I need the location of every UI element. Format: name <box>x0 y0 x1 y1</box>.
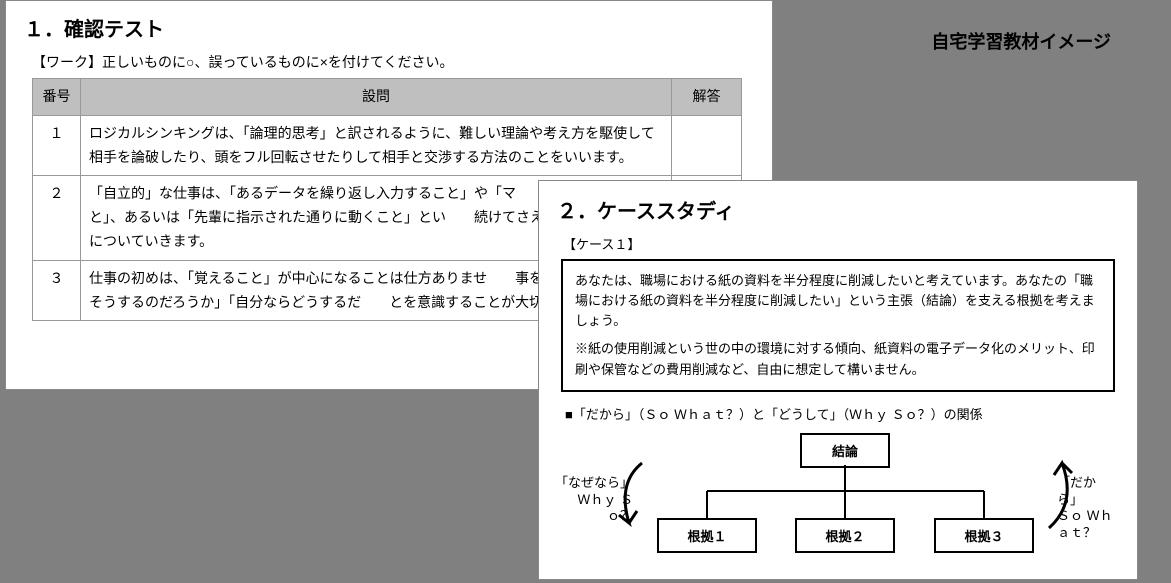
right-arrow-text: 「だから」 Ｓｏ Ｗｈａｔ？ <box>1057 475 1119 543</box>
row-answer[interactable] <box>672 115 742 176</box>
relation-title: ■「だから」（Ｓｏ Ｗｈａｔ？）と「どうして」（Ｗｈｙ Ｓｏ？）の関係 <box>565 404 1119 423</box>
left-arrow-text: 「なぜなら」 Ｗｈｙ Ｓｏ？ <box>553 475 633 526</box>
header-label: 自宅学習教材イメージ <box>931 28 1111 54</box>
row-num: ３ <box>33 260 81 321</box>
left-l1: 「なぜなら」 <box>555 475 633 490</box>
col-question: 設問 <box>81 79 672 116</box>
node-child-2: 根拠２ <box>795 518 895 553</box>
panel1-title: １．確認テスト <box>24 13 754 42</box>
col-answer: 解答 <box>672 79 742 116</box>
row-num: １ <box>33 115 81 176</box>
node-child-1: 根拠１ <box>657 518 757 553</box>
tree-connectors <box>557 433 1119 583</box>
node-child-3: 根拠３ <box>934 518 1034 553</box>
row-num: ２ <box>33 176 81 260</box>
case-label: 【ケース１】 <box>563 234 1119 253</box>
panel-case: ２．ケーススタディ 【ケース１】 あなたは、職場における紙の資料を半分程度に削減… <box>538 180 1138 580</box>
case-box: あなたは、職場における紙の資料を半分程度に削減したいと考えています。あなたの「職… <box>561 259 1115 392</box>
panel1-instruction: 【ワーク】正しいものに○、誤っているものに×を付けてください。 <box>32 52 754 72</box>
panel2-title: ２．ケーススタディ <box>557 195 1119 224</box>
col-num: 番号 <box>33 79 81 116</box>
right-l2: Ｓｏ Ｗｈａｔ？ <box>1057 508 1113 540</box>
left-l2: Ｗｈｙ Ｓｏ？ <box>577 492 633 524</box>
table-row: １ ロジカルシンキングは、「論理的思考」と訳されるように、難しい理論や考え方を駆… <box>33 115 742 176</box>
right-l1: 「だから」 <box>1057 475 1096 507</box>
row-question: ロジカルシンキングは、「論理的思考」と訳されるように、難しい理論や考え方を駆使し… <box>81 115 672 176</box>
case-text-2: ※紙の使用削減という世の中の環境に対する傾向、紙資料の電子データ化のメリット、印… <box>575 339 1101 379</box>
tree-diagram: 結論 「なぜなら」 Ｗｈｙ Ｓｏ？ 「だから」 Ｓｏ Ｗｈａｔ？ 根拠 <box>557 433 1119 583</box>
case-text-1: あなたは、職場における紙の資料を半分程度に削減したいと考えています。あなたの「職… <box>575 271 1101 331</box>
